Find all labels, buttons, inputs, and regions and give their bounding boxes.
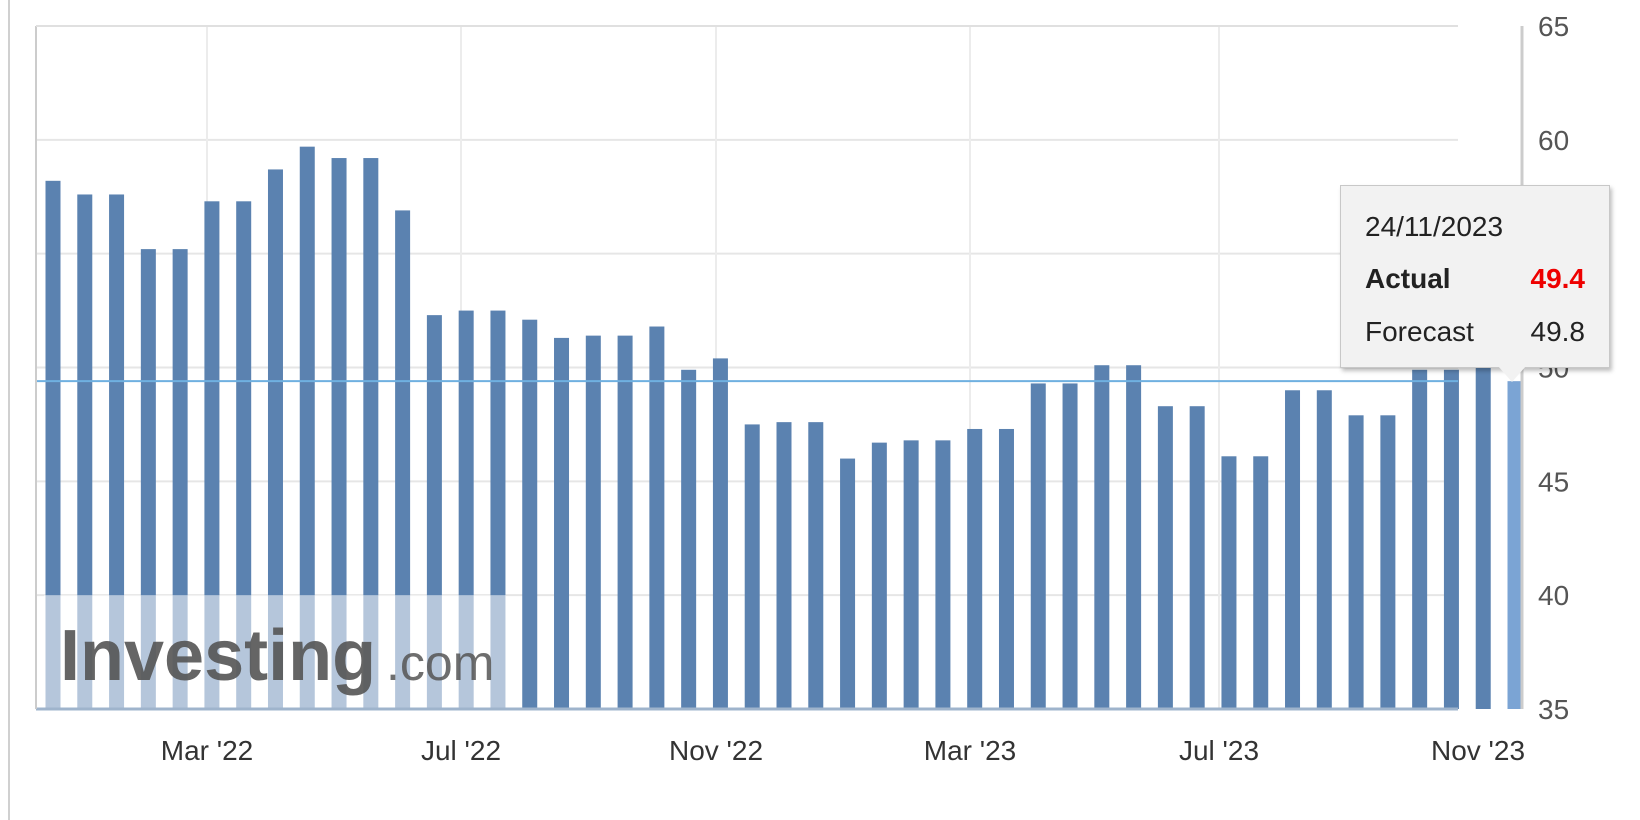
y-tick-label: 45 [1538,466,1569,497]
bar [395,210,411,709]
bar [172,249,188,709]
bar [1221,456,1237,709]
x-tick-label: Jul '23 [1179,735,1259,766]
x-tick-label: Jul '22 [421,735,501,766]
bar [77,194,93,709]
y-axis-labels: 35404550556065 [1538,11,1569,725]
watermark-overlay [44,595,506,709]
bar [236,201,252,709]
bar [1443,369,1459,709]
bar [617,335,633,709]
y-tick-label: 35 [1538,694,1569,725]
investing-logo: Investing .com [60,616,494,696]
bar [744,424,760,709]
bar [1316,390,1332,709]
bar [998,428,1014,709]
bar [1507,381,1523,709]
bar [1475,367,1491,709]
tooltip-actual-value: 49.4 [1530,262,1586,294]
x-tick-label: Nov '23 [1431,735,1525,766]
bar [871,442,887,709]
bar [554,337,570,709]
bar [776,422,792,709]
tooltip-date: 24/11/2023 [1365,211,1504,242]
y-tick-label: 40 [1538,580,1569,611]
bar [1062,383,1078,709]
bar [109,194,125,709]
tooltip-forecast-row: Forecast 49.8 [1365,305,1585,358]
tooltip-actual-row: Actual 49.4 [1365,252,1585,305]
bar [649,326,665,709]
bar [1348,415,1364,709]
tooltip-forecast-value: 49.8 [1530,315,1586,347]
y-tick-label: 60 [1538,125,1569,156]
bar [299,146,315,709]
bar [967,428,983,709]
bar [140,249,156,709]
bar [808,422,824,709]
chart-frame [8,0,1640,820]
bar [1380,415,1396,709]
bar [1030,383,1046,709]
bar [1157,406,1173,709]
bar [840,458,856,709]
tooltip-pointer [1498,366,1526,382]
bar [935,440,951,709]
bar [267,169,283,709]
bar [1126,365,1142,709]
bar [681,369,697,709]
bar [1253,456,1269,709]
bar [712,358,728,709]
bar [45,180,61,709]
tooltip-actual-label: Actual [1365,262,1451,294]
x-tick-label: Mar '22 [161,735,254,766]
x-tick-label: Mar '23 [924,735,1017,766]
bar [903,440,919,709]
tooltip: 24/11/2023 Actual 49.4 Forecast 49.8 [1340,185,1610,368]
x-axis-labels: Mar '22 Jul '22 Nov '22 Mar '23 Jul '23 Nov '… [161,735,1525,766]
bar [585,335,601,709]
y-tick-label: 65 [1538,11,1569,42]
bar [522,319,538,709]
bar [204,201,220,709]
tooltip-forecast-label: Forecast [1365,315,1474,347]
bar [331,158,347,710]
bar [1285,390,1301,709]
x-tick-label: Nov '22 [669,735,763,766]
watermark-brand: Investing [60,616,376,696]
bar [1412,369,1428,709]
watermark-suffix: .com [386,635,494,691]
bars [44,146,1523,710]
bar [363,158,379,710]
bar [1094,365,1110,709]
bar [1189,406,1205,709]
